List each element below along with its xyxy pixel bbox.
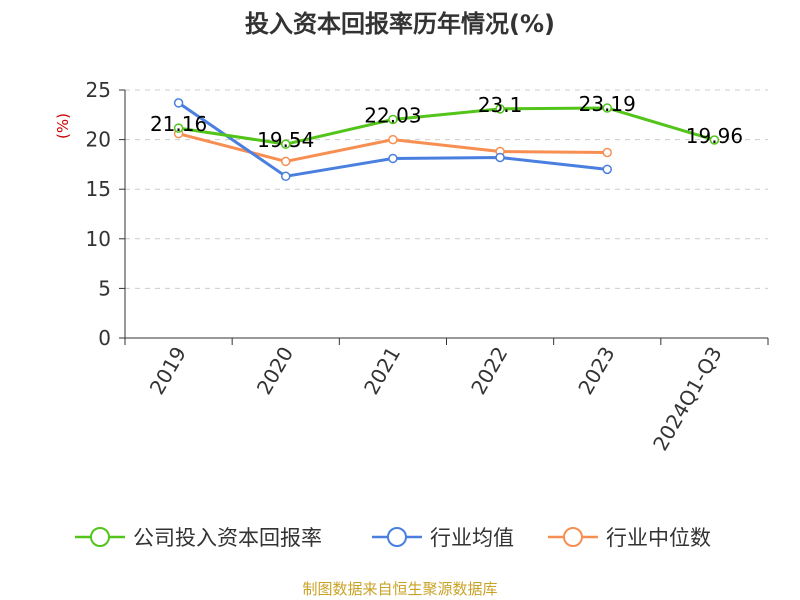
series-layer bbox=[173, 98, 720, 182]
x-tick-label: 2023 bbox=[573, 343, 619, 399]
grid-lines bbox=[125, 89, 768, 289]
y-tick-label: 5 bbox=[98, 276, 111, 300]
data-point bbox=[388, 114, 398, 125]
y-tick-label: 25 bbox=[86, 78, 111, 102]
x-tick-label: 2022 bbox=[466, 343, 512, 399]
data-label: 23.19 bbox=[579, 92, 636, 116]
legend-label: 行业中位数 bbox=[606, 526, 711, 550]
x-tick-labels: 2019 2020 2021 2022 2023 2024Q1-Q3 bbox=[145, 343, 727, 455]
data-point bbox=[602, 103, 612, 113]
legend-label: 行业均值 bbox=[430, 526, 514, 550]
data-labels: 21.16 19.54 22.03 23.1 23.19 19.96 bbox=[150, 92, 743, 152]
data-point bbox=[281, 156, 291, 167]
legend[interactable]: 公司投入资本回报率 行业均值 行业中位数 bbox=[75, 526, 711, 550]
data-point bbox=[495, 152, 505, 163]
data-point bbox=[709, 135, 720, 145]
data-point bbox=[388, 134, 398, 145]
y-tick-label: 20 bbox=[86, 128, 111, 152]
legend-item[interactable]: 行业中位数 bbox=[548, 526, 711, 550]
legend-marker bbox=[387, 527, 407, 547]
data-point bbox=[173, 123, 184, 133]
y-axis-label: (%) bbox=[54, 113, 72, 139]
y-tick-label: 0 bbox=[98, 326, 111, 350]
data-label: 22.03 bbox=[364, 103, 421, 127]
data-point bbox=[281, 171, 291, 182]
data-point bbox=[173, 98, 184, 108]
y-tick-label: 10 bbox=[86, 227, 111, 251]
legend-marker bbox=[563, 527, 583, 547]
data-label: 19.96 bbox=[686, 124, 743, 148]
source-note: 制图数据来自恒生聚源数据库 bbox=[302, 580, 497, 598]
y-tick-label: 15 bbox=[86, 177, 111, 201]
x-tick-label: 2020 bbox=[252, 343, 298, 399]
y-tick-labels: 0 5 10 15 20 25 bbox=[86, 78, 111, 350]
x-tick-label: 2019 bbox=[145, 343, 191, 399]
data-point bbox=[602, 164, 612, 175]
legend-item[interactable]: 公司投入资本回报率 bbox=[75, 526, 322, 550]
data-point bbox=[602, 147, 612, 158]
legend-item[interactable]: 行业均值 bbox=[372, 526, 514, 550]
data-label: 21.16 bbox=[150, 112, 207, 136]
data-label: 23.1 bbox=[478, 93, 523, 117]
data-point bbox=[495, 104, 505, 114]
data-label: 19.54 bbox=[257, 128, 314, 152]
chart-title: 投入资本回报率历年情况(%) bbox=[245, 10, 555, 38]
data-point bbox=[281, 139, 291, 149]
legend-marker bbox=[90, 527, 110, 547]
x-tick-label: 2024Q1-Q3 bbox=[648, 343, 727, 455]
legend-label: 公司投入资本回报率 bbox=[133, 526, 322, 550]
data-point bbox=[388, 153, 398, 164]
x-tick-label: 2021 bbox=[359, 343, 405, 399]
axes bbox=[119, 89, 769, 345]
series-line bbox=[178, 106, 715, 146]
